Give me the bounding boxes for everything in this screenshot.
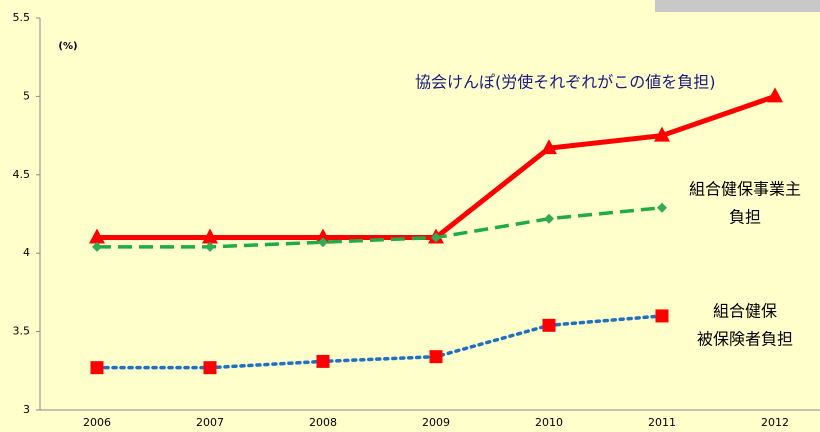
y-tick-label: 3.5	[13, 325, 31, 338]
marker	[316, 354, 330, 368]
x-tick-label: 2008	[309, 416, 337, 429]
marker	[315, 228, 331, 244]
unit-label: (%)	[58, 41, 77, 52]
x-tick-label: 2012	[761, 416, 789, 429]
marker	[89, 228, 105, 244]
marker	[431, 232, 441, 243]
marker	[92, 241, 102, 252]
marker	[542, 318, 556, 332]
x-tick-label: 2009	[422, 416, 450, 429]
series-label: 組合健保	[713, 302, 777, 321]
marker	[657, 202, 667, 213]
series-label: 協会けんぽ(労使それぞれがこの値を負担)	[415, 73, 716, 92]
marker	[429, 350, 443, 364]
y-tick-label: 5.5	[13, 11, 31, 24]
series-line	[97, 205, 663, 249]
marker	[205, 241, 215, 252]
marker	[655, 309, 669, 323]
marker	[202, 228, 218, 244]
y-tick-label: 3	[23, 403, 30, 416]
marker	[90, 361, 104, 375]
series-label: 組合健保事業主	[689, 180, 801, 199]
y-tick-label: 4.5	[13, 168, 31, 181]
corner-box	[655, 0, 820, 12]
marker	[654, 126, 670, 142]
x-tick-label: 2010	[535, 416, 563, 429]
x-tick-label: 2011	[648, 416, 676, 429]
series-label: 負担	[729, 208, 761, 227]
marker	[544, 213, 554, 224]
series-line	[95, 314, 664, 370]
marker	[203, 361, 217, 375]
marker	[541, 139, 557, 155]
x-tick-label: 2007	[196, 416, 224, 429]
marker	[767, 87, 783, 103]
marker	[318, 237, 328, 248]
y-tick-label: 4	[23, 246, 30, 259]
y-tick-label: 5	[23, 89, 30, 102]
x-tick-label: 2006	[83, 416, 111, 429]
series-label: 被保険者負担	[697, 330, 793, 349]
